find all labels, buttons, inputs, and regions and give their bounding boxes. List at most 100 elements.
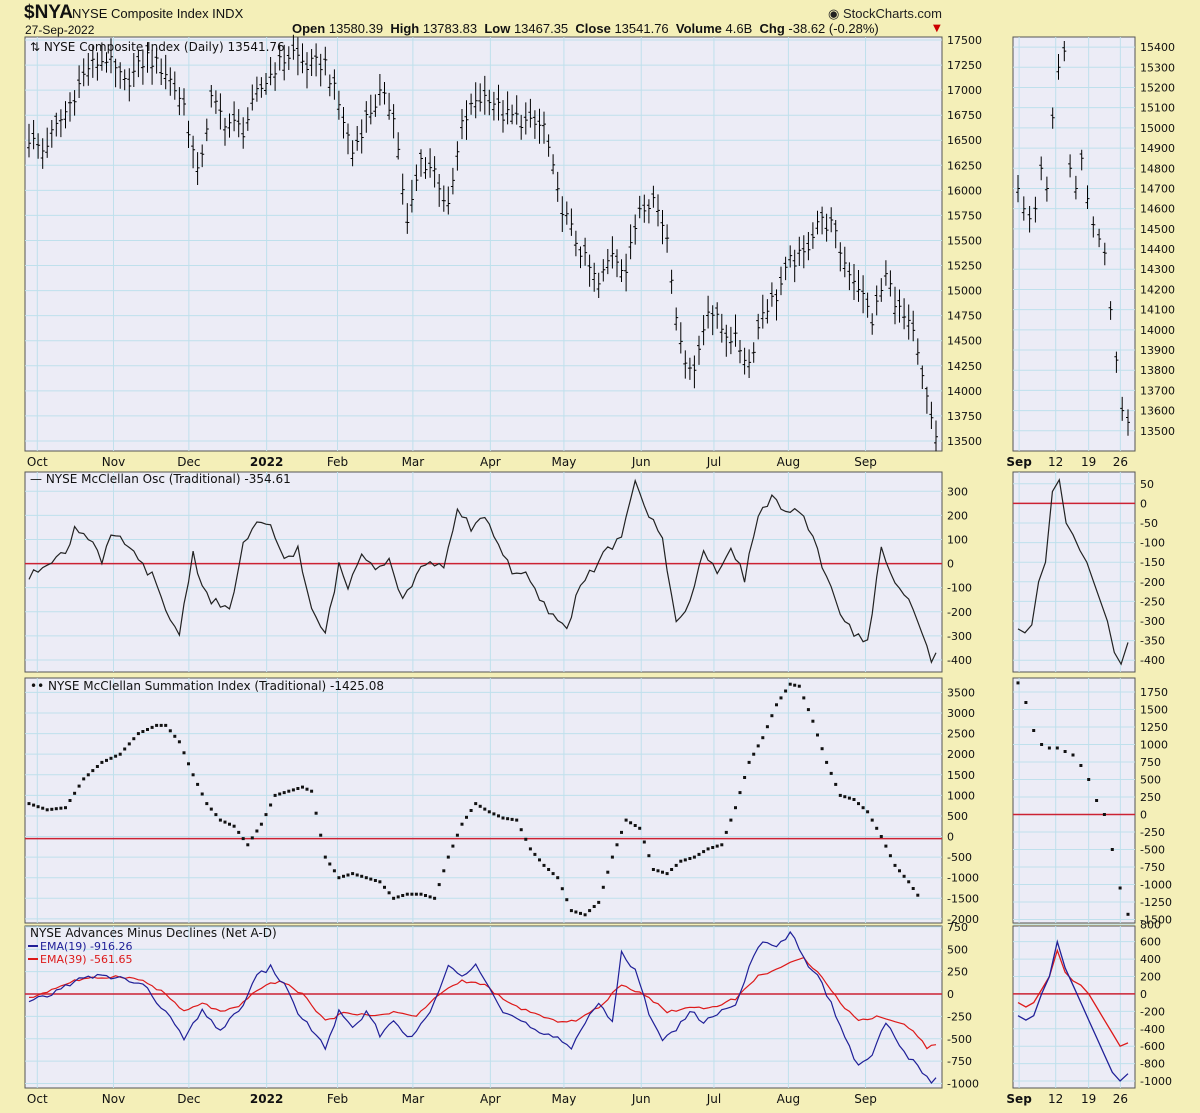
sum-point (187, 762, 190, 766)
price-bars (27, 34, 938, 452)
side-sum-point (1087, 778, 1091, 781)
sum-point (159, 723, 163, 727)
y-tick-label-price-1: 13750 (947, 410, 982, 423)
sum-point (255, 829, 259, 833)
side-y-tick-label-advance_decline-3: -400 (1140, 1023, 1165, 1036)
sum-point (36, 805, 40, 809)
sum-point (661, 870, 664, 874)
side-y-tick-label-price-12: 14700 (1140, 182, 1175, 195)
y-tick-label-advance_decline-0: -1000 (947, 1078, 979, 1091)
x-tick-label-1-11: Sep (854, 1092, 877, 1106)
sum-point (747, 760, 751, 764)
sum-point (369, 877, 373, 881)
sum-point (332, 869, 336, 873)
sum-point (428, 895, 432, 899)
sum-point (392, 896, 396, 900)
sum-point (437, 883, 441, 887)
y-tick-label-summation-6: 1000 (947, 789, 975, 802)
side-sum-point (1118, 886, 1122, 890)
sum-point (246, 843, 250, 847)
sum-point (715, 844, 719, 848)
sum-point (177, 740, 181, 744)
side-sum-point (1063, 750, 1067, 753)
sum-point (446, 855, 450, 859)
sum-point (679, 859, 683, 863)
sum-point (355, 873, 359, 877)
side-y-tick-label-oscillator-2: -300 (1140, 615, 1165, 628)
y-tick-label-price-9: 15750 (947, 209, 982, 222)
side-y-tick-label-oscillator-8: 0 (1140, 497, 1147, 510)
sum-point (465, 815, 468, 819)
sum-point (547, 868, 551, 871)
y-tick-label-oscillator-0: -400 (947, 654, 972, 667)
sum-point (433, 896, 437, 900)
y-tick-label-advance_decline-5: 250 (947, 966, 968, 979)
sum-point (232, 824, 236, 828)
y-tick-label-advance_decline-4: 0 (947, 988, 954, 1001)
sum-point (702, 850, 706, 854)
sum-point (54, 807, 58, 811)
x-tick-label-0-10: Aug (777, 455, 800, 469)
y-tick-label-oscillator-5: 100 (947, 533, 968, 546)
ema19-line (28, 930, 937, 1084)
side-sum-point (1095, 799, 1099, 802)
side-y-tick-label-price-19: 15400 (1140, 41, 1175, 54)
plot-area-summation (24, 677, 943, 924)
sum-point (373, 879, 377, 882)
sum-point (241, 837, 245, 841)
sum-point (560, 887, 564, 891)
sum-point (624, 818, 628, 822)
open-value: 13580.39 (328, 21, 384, 36)
y-tick-label-summation-4: 0 (947, 831, 954, 844)
sum-point (209, 807, 213, 811)
sum-point (551, 872, 555, 876)
side-y-tick-label-price-5: 14000 (1140, 324, 1175, 337)
sum-point (105, 758, 108, 762)
sum-point (870, 818, 874, 822)
sum-point (506, 817, 510, 821)
side-y-tick-label-price-14: 14900 (1140, 142, 1175, 155)
sum-legend: •• NYSE McClellan Summation Index (Tradi… (30, 679, 384, 693)
y-tick-label-summation-9: 2500 (947, 728, 975, 741)
x-tick-label-1-2: Dec (177, 1092, 200, 1106)
sum-point (583, 913, 587, 917)
sum-point (250, 836, 254, 840)
x-tick-label-0-11: Sep (854, 455, 877, 469)
sum-point (396, 895, 400, 899)
sum-point (875, 826, 879, 830)
sum-point (588, 909, 592, 913)
side-y-tick-label-price-0: 13500 (1140, 425, 1175, 438)
sum-point (692, 855, 696, 859)
sum-point (278, 792, 282, 796)
sum-point (866, 810, 870, 814)
side-y-tick-label-price-8: 14300 (1140, 263, 1175, 276)
y-tick-label-summation-11: 3500 (947, 686, 975, 699)
sum-point (510, 817, 514, 821)
side-y-tick-label-price-2: 13700 (1140, 384, 1175, 397)
sum-point (816, 733, 819, 737)
side-y-tick-label-price-9: 14400 (1140, 243, 1175, 256)
sum-point (601, 885, 605, 889)
sum-point (775, 703, 778, 707)
chg-value: -38.62 (-0.28%) (788, 21, 879, 36)
sum-point (150, 725, 154, 729)
side-y-tick-label-oscillator-0: -400 (1140, 654, 1165, 667)
side-y-tick-label-summation-3: -750 (1140, 861, 1165, 874)
side-y-tick-label-summation-10: 1000 (1140, 739, 1168, 752)
side-sum-point (1079, 764, 1083, 767)
y-tick-label-price-16: 17500 (947, 34, 982, 47)
y-tick-label-summation-8: 2000 (947, 748, 975, 761)
sum-point (629, 821, 633, 825)
sum-point (574, 910, 578, 914)
sum-point (214, 813, 218, 817)
price-legend: ⇅ NYSE Composite Index (Daily) 13541.76 (30, 40, 285, 54)
sum-point (82, 777, 86, 781)
x-tick-label-0-9: Jul (706, 455, 721, 469)
sum-point (342, 874, 345, 878)
sum-point (27, 802, 31, 806)
side-sum-point (1126, 912, 1130, 916)
sum-point (218, 818, 222, 822)
sum-point (592, 905, 596, 908)
sum-point (542, 863, 546, 867)
sum-point (136, 732, 140, 736)
